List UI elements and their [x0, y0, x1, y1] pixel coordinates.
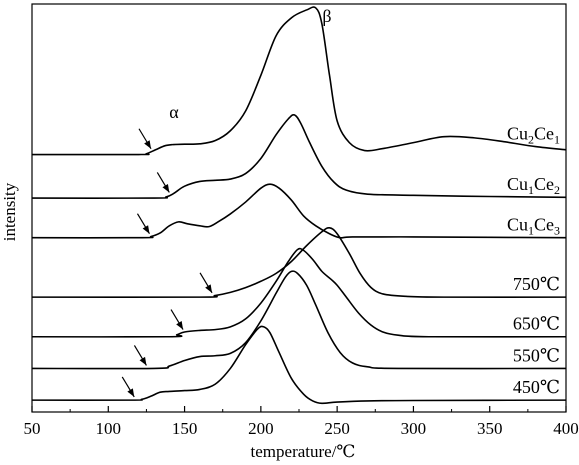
- y-axis-label: intensity: [0, 182, 19, 241]
- series-label-2: Cu1Ce3: [507, 215, 560, 238]
- series-label-3: 750℃: [513, 274, 560, 294]
- series-label-1: Cu1Ce2: [507, 174, 560, 197]
- series-label-subscript: 3: [554, 224, 560, 238]
- chart-series-group: [31, 6, 567, 405]
- x-tick-label: 250: [324, 419, 350, 438]
- x-tick-label: 350: [477, 419, 503, 438]
- series-label-text: 550℃: [513, 345, 560, 365]
- x-axis-label: temperature/℃: [251, 442, 356, 461]
- series-label-text: 650℃: [513, 314, 560, 334]
- series-label-subscript: 2: [554, 183, 560, 197]
- series-label-text: Cu: [507, 174, 528, 194]
- onset-arrow: [138, 128, 152, 150]
- series-line-2: [31, 183, 567, 239]
- series-label-0: Cu2Ce1: [507, 124, 560, 147]
- series-label-text: Ce: [534, 215, 554, 235]
- series-label-subscript: 1: [528, 183, 534, 197]
- series-line-1: [31, 113, 567, 199]
- x-tick-label: 300: [401, 419, 427, 438]
- series-label-subscript: 1: [528, 224, 534, 238]
- x-tick-label: 100: [96, 419, 122, 438]
- x-tick-label: 200: [248, 419, 274, 438]
- series-label-text: Ce: [534, 124, 554, 144]
- chart-arrows: [121, 128, 213, 398]
- x-tick-label: 50: [24, 419, 41, 438]
- series-line-4: [31, 247, 567, 338]
- onset-arrow: [156, 172, 170, 193]
- series-label-4: 650℃: [513, 314, 560, 334]
- annotation-alpha: α: [169, 102, 179, 122]
- chart-axes: 50 100 150 200 250 300 350 400: [24, 3, 579, 438]
- series-label-6: 450℃: [513, 377, 560, 397]
- series-label-subscript: 2: [528, 133, 534, 147]
- series-line-0: [31, 6, 567, 156]
- annotation-beta: β: [322, 6, 331, 26]
- series-label-subscript: 1: [554, 133, 560, 147]
- x-tick-label: 400: [553, 419, 579, 438]
- series-label-text: 450℃: [513, 377, 560, 397]
- onset-arrow: [121, 376, 135, 398]
- onset-arrow: [199, 272, 213, 294]
- onset-arrow: [133, 345, 147, 366]
- series-label-text: Cu: [507, 215, 528, 235]
- series-line-5: [31, 270, 567, 370]
- series-label-text: Cu: [507, 124, 528, 144]
- onset-arrow: [136, 213, 150, 235]
- x-tick-label: 150: [172, 419, 198, 438]
- series-label-5: 550℃: [513, 345, 560, 365]
- series-line-3: [31, 226, 567, 299]
- series-label-text: Ce: [534, 174, 554, 194]
- plot-frame: [31, 3, 567, 413]
- series-line-6: [31, 325, 567, 405]
- series-label-text: 750℃: [513, 274, 560, 294]
- onset-arrow: [170, 309, 184, 330]
